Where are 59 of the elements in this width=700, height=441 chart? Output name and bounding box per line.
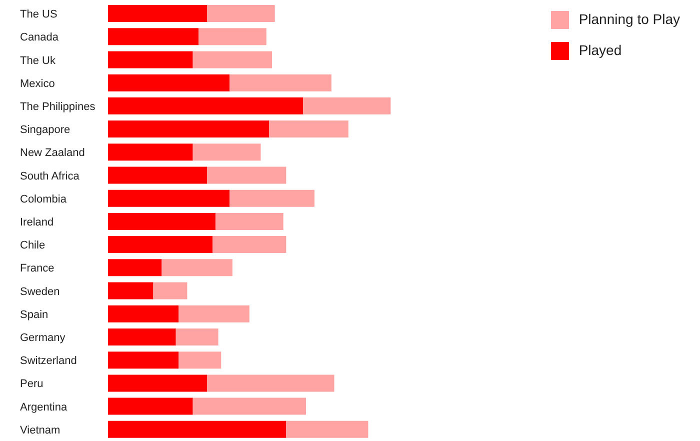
bar <box>212 236 286 254</box>
bar <box>230 190 314 207</box>
y-tick-label: Colombia <box>20 193 68 206</box>
bar <box>215 212 284 230</box>
y-tick-label: Canada <box>20 32 60 44</box>
y-tick-label: Sweden <box>20 286 60 298</box>
bar <box>108 305 179 322</box>
bar <box>108 144 193 161</box>
y-tick-label: The Uk <box>20 54 56 67</box>
bar <box>162 259 232 276</box>
bar <box>153 282 188 300</box>
bar <box>198 28 266 46</box>
y-tick-label: Argentina <box>20 401 68 414</box>
bar <box>192 51 272 68</box>
bar <box>192 144 261 161</box>
bar <box>206 5 275 22</box>
bar <box>108 190 230 207</box>
bar <box>303 97 391 114</box>
y-tick-label: Spain <box>20 308 48 321</box>
y-tick-label: The US <box>20 8 58 21</box>
bar <box>108 51 193 68</box>
y-tick-label: South Africa <box>20 170 80 182</box>
y-tick-label: Switzerland <box>20 355 77 368</box>
bar <box>108 398 193 415</box>
bar <box>108 212 216 230</box>
y-tick-label: Chile <box>20 240 46 252</box>
bar <box>230 74 332 92</box>
bar <box>108 97 304 114</box>
y-tick-label: Germany <box>20 332 66 344</box>
bar <box>108 166 207 184</box>
bar <box>108 420 286 438</box>
y-tick-label: Vietnam <box>20 424 60 436</box>
y-tick-label: Mexico <box>20 78 55 90</box>
bar <box>286 420 368 438</box>
bar <box>108 282 154 300</box>
legend-label: Played <box>578 42 622 58</box>
bar <box>108 374 207 392</box>
bar <box>206 166 286 184</box>
bar <box>108 328 176 346</box>
bar <box>269 120 348 138</box>
bar <box>108 28 198 46</box>
bar <box>108 74 230 92</box>
legend-label: Planning to Play <box>578 11 680 27</box>
bar <box>206 374 334 392</box>
bar <box>108 236 213 254</box>
bar <box>108 5 207 22</box>
y-tick-label: Singapore <box>20 124 70 136</box>
y-tick-label: The Philippines <box>20 100 96 113</box>
bar <box>176 328 218 346</box>
y-tick-label: Ireland <box>20 216 54 228</box>
bar <box>178 352 222 369</box>
bar <box>108 120 270 138</box>
bar <box>108 352 179 369</box>
bar <box>108 259 162 276</box>
bar <box>192 398 306 415</box>
y-tick-label: Peru <box>20 378 44 390</box>
bar <box>178 305 250 322</box>
y-tick-label: New Zaaland <box>20 147 85 160</box>
y-tick-label: France <box>20 262 54 275</box>
